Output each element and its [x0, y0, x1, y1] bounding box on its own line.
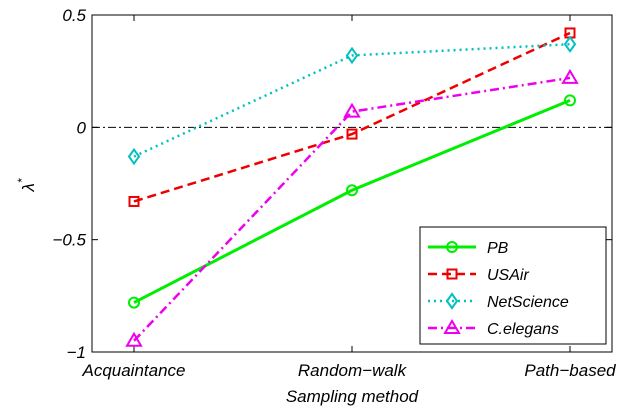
- y-tick-label: 0.5: [62, 6, 86, 25]
- data-point-pb: [128, 296, 140, 309]
- legend-marker-pb: [446, 241, 458, 253]
- y-axis-title: λ*: [15, 178, 38, 192]
- series-line-usair: [133, 31, 571, 203]
- legend: PB USAir NetScience C.elegans: [419, 226, 607, 345]
- legend-marker-netscience: [445, 292, 459, 310]
- x-tick-label: Random−walk: [298, 361, 408, 380]
- series-c-elegans: [125, 68, 579, 347]
- data-point-usair: [346, 128, 358, 140]
- series-pb: [128, 94, 576, 309]
- series-netscience: [127, 35, 577, 166]
- y-tick-label: 0: [77, 118, 87, 137]
- y-axis-title-superscript: *: [15, 178, 29, 183]
- data-point-c-elegans: [343, 102, 361, 118]
- data-point-c-elegans: [125, 331, 143, 347]
- data-point-usair: [128, 195, 140, 207]
- legend-marker-c-elegans: [443, 319, 461, 334]
- y-axis: −1 −0.5 0 0.5: [52, 6, 612, 362]
- data-point-netscience: [127, 147, 141, 166]
- data-point-netscience: [345, 46, 359, 65]
- x-axis-title: Sampling method: [286, 387, 419, 406]
- legend-label-c-elegans: C.elegans: [487, 321, 559, 338]
- svg-text:λ*: λ*: [15, 178, 38, 192]
- x-tick-label: Path−based: [524, 361, 616, 380]
- series-line-netscience: [133, 42, 571, 158]
- data-point-netscience: [563, 35, 577, 53]
- series-line-c-elegans: [133, 76, 571, 342]
- y-tick-label: −0.5: [52, 231, 86, 250]
- legend-label-netscience: NetScience: [487, 294, 569, 311]
- y-axis-title-main: λ: [19, 183, 38, 192]
- data-point-pb: [346, 184, 358, 197]
- y-tick-label: −1: [67, 343, 86, 362]
- x-tick-label: Acquaintance: [81, 361, 185, 380]
- series-line-pb: [133, 98, 571, 304]
- data-point-c-elegans: [561, 68, 579, 84]
- legend-label-usair: USAir: [487, 267, 529, 284]
- data-point-pb: [564, 94, 576, 107]
- legend-marker-usair: [446, 268, 458, 280]
- series-layer: [125, 27, 579, 347]
- x-axis: Acquaintance Random−walk Path−based: [81, 15, 616, 380]
- legend-label-pb: PB: [487, 240, 509, 257]
